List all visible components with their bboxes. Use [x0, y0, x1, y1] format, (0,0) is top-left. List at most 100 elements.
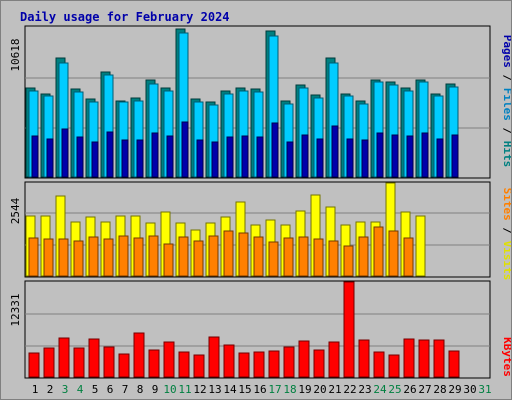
bar-pages-day-3: [61, 128, 69, 178]
bar-sites-day-24: [373, 226, 384, 277]
bar-pages-day-7: [121, 139, 129, 178]
bar-pages-day-20: [316, 138, 324, 178]
x-tick-day-17: 17: [268, 383, 281, 396]
series-pages: [31, 121, 459, 178]
bar-kbytes-day-14: [223, 344, 235, 378]
panel-visits: 2544: [9, 181, 491, 278]
bar-pages-day-13: [211, 141, 219, 178]
bar-kbytes-day-15: [238, 352, 250, 378]
bar-kbytes-day-1: [28, 352, 40, 378]
x-tick-day-3: 3: [62, 383, 69, 396]
bar-pages-day-27: [421, 132, 429, 178]
bar-kbytes-day-3: [58, 337, 70, 378]
bar-visits-day-27: [415, 215, 426, 277]
series-kbytes: [28, 281, 460, 378]
bar-sites-day-26: [403, 237, 414, 277]
bar-pages-day-26: [406, 135, 414, 178]
legends: Pages / Files / Hits Sites / Visits KBytes: [501, 35, 511, 377]
bar-pages-day-12: [196, 139, 204, 178]
bar-sites-day-20: [313, 238, 324, 277]
bar-pages-day-18: [286, 141, 294, 178]
legend-visits: Visits: [501, 241, 511, 281]
x-tick-day-7: 7: [122, 383, 129, 396]
bar-kbytes-day-4: [73, 347, 85, 378]
bar-pages-day-25: [391, 134, 399, 178]
bar-sites-day-21: [328, 240, 339, 277]
bar-kbytes-day-13: [208, 336, 220, 378]
bar-pages-day-24: [376, 132, 384, 178]
bar-kbytes-day-2: [43, 347, 55, 378]
bar-sites-day-4: [73, 240, 84, 277]
bar-sites-day-18: [283, 237, 294, 277]
legend-hits: Hits: [501, 141, 511, 168]
bar-kbytes-day-17: [268, 350, 280, 378]
x-tick-day-1: 1: [32, 383, 39, 396]
x-tick-day-11: 11: [178, 383, 191, 396]
x-tick-day-2: 2: [47, 383, 54, 396]
bar-pages-day-22: [346, 138, 354, 178]
legend: KBytes: [501, 337, 511, 377]
bar-sites-day-19: [298, 236, 309, 277]
x-tick-day-21: 21: [328, 383, 341, 396]
legend-separator: /: [501, 121, 511, 141]
x-tick-day-14: 14: [223, 383, 237, 396]
x-tick-day-20: 20: [313, 383, 326, 396]
x-tick-day-30: 30: [463, 383, 476, 396]
bar-sites-day-15: [238, 232, 249, 277]
bar-kbytes-day-22: [343, 281, 355, 378]
bar-kbytes-day-16: [253, 351, 265, 378]
x-tick-day-29: 29: [448, 383, 461, 396]
bar-pages-day-2: [46, 138, 54, 178]
bar-pages-day-14: [226, 136, 234, 178]
bar-kbytes-day-7: [118, 353, 130, 378]
bar-sites-day-16: [253, 236, 264, 277]
bar-kbytes-day-8: [133, 332, 145, 378]
bar-kbytes-day-9: [148, 349, 160, 378]
bar-kbytes-day-28: [433, 339, 445, 378]
bar-pages-day-19: [301, 134, 309, 178]
bar-kbytes-day-27: [418, 339, 430, 378]
x-tick-day-15: 15: [238, 383, 251, 396]
chart-panels: 10618 2544 12331: [9, 25, 491, 379]
bar-pages-day-23: [361, 139, 369, 178]
bar-pages-day-9: [151, 132, 159, 178]
legend: Sites / Visits: [501, 188, 511, 281]
legend-files: Files: [501, 88, 511, 121]
legend: Pages / Files / Hits: [501, 35, 511, 168]
x-tick-day-13: 13: [208, 383, 221, 396]
x-tick-day-6: 6: [107, 383, 114, 396]
bar-pages-day-10: [166, 135, 174, 178]
x-tick-day-31: 31: [478, 383, 491, 396]
legend-pages: Pages: [501, 35, 511, 68]
bar-sites-day-13: [208, 235, 219, 277]
bar-kbytes-day-24: [373, 351, 385, 378]
legend-sites: Sites: [501, 188, 511, 221]
panel-hits-max-label: 10618: [9, 38, 22, 71]
x-tick-day-19: 19: [298, 383, 311, 396]
legend-separator: /: [501, 221, 511, 241]
bar-pages-day-21: [331, 125, 339, 178]
bar-kbytes-day-21: [328, 341, 340, 378]
bar-kbytes-day-29: [448, 350, 460, 378]
bar-sites-day-23: [358, 236, 369, 277]
x-tick-day-26: 26: [403, 383, 416, 396]
bar-sites-day-9: [148, 235, 159, 277]
panel-hits: 10618: [9, 25, 491, 179]
series-sites: [28, 226, 414, 277]
bar-pages-day-1: [31, 135, 39, 178]
bar-pages-day-5: [91, 141, 99, 178]
chart-title: Daily usage for February 2024: [20, 10, 230, 24]
bar-kbytes-day-26: [403, 338, 415, 378]
bar-pages-day-28: [436, 138, 444, 178]
x-tick-day-18: 18: [283, 383, 296, 396]
bar-pages-day-4: [76, 136, 84, 178]
bar-pages-day-29: [451, 134, 459, 178]
bar-sites-day-25: [388, 230, 399, 277]
legend-kbytes: KBytes: [501, 337, 511, 377]
legend-separator: /: [501, 68, 511, 88]
bar-kbytes-day-25: [388, 354, 400, 378]
x-tick-day-27: 27: [418, 383, 431, 396]
panel-kbytes-max-label: 12331: [9, 293, 22, 326]
